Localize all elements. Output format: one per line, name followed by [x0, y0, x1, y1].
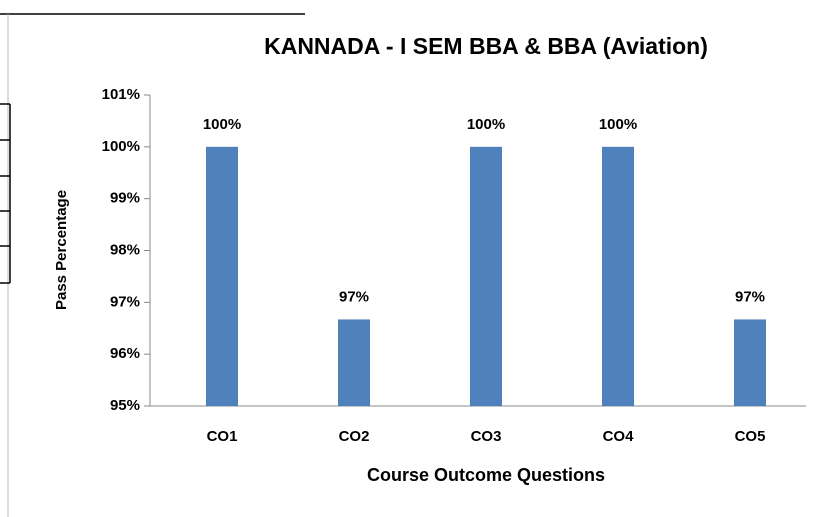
y-tick-label: 101% — [102, 86, 140, 103]
y-tick-label: 96% — [110, 345, 140, 362]
data-label: 97% — [735, 288, 765, 305]
bar — [734, 319, 766, 406]
y-tick-label: 95% — [110, 397, 140, 414]
x-axis-title: Course Outcome Questions — [367, 465, 605, 485]
x-tick-label: CO5 — [735, 428, 766, 445]
chart-title: KANNADA - I SEM BBA & BBA (Aviation) — [264, 33, 708, 59]
y-axis-title: Pass Percentage — [53, 190, 70, 310]
data-label: 97% — [339, 288, 369, 305]
bar — [470, 146, 502, 407]
x-tick-label: CO3 — [471, 428, 502, 445]
y-tick-label: 98% — [110, 241, 140, 258]
y-tick-label: 100% — [102, 138, 140, 155]
y-tick-label: 97% — [110, 293, 140, 310]
data-label: 100% — [467, 116, 505, 133]
data-label: 100% — [203, 116, 241, 133]
data-label: 100% — [599, 116, 637, 133]
x-tick-label: CO4 — [603, 428, 635, 445]
y-tick-label: 99% — [110, 190, 140, 207]
bar — [602, 146, 634, 407]
bar — [338, 319, 370, 406]
x-tick-label: CO1 — [207, 428, 238, 445]
table-fragment — [0, 103, 11, 284]
x-tick-label: CO2 — [339, 428, 370, 445]
bar — [206, 146, 238, 407]
